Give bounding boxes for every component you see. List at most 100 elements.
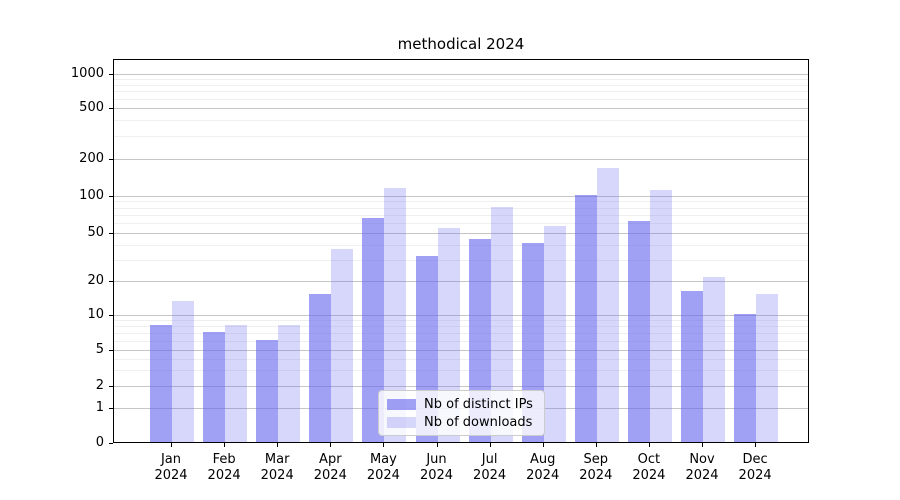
- bar-downloads-feb: [225, 324, 248, 442]
- y-axis-tick-mark: [109, 350, 113, 351]
- y-axis-tick-mark: [109, 407, 113, 409]
- bar-downloads-jun: [437, 228, 460, 442]
- x-tick-year: 2024: [419, 468, 454, 483]
- x-axis-tick-label: Jun 2024: [407, 452, 467, 484]
- x-axis-tick-mark: [489, 443, 491, 447]
- bar-downloads-may: [384, 188, 407, 442]
- major-gridline: [114, 314, 808, 316]
- x-tick-year: 2024: [685, 468, 719, 483]
- y-axis-tick-label: 1: [95, 399, 104, 415]
- x-tick-month: May: [369, 452, 397, 467]
- bar-distinct-ips-jan: [150, 324, 172, 442]
- x-tick-year: 2024: [207, 468, 241, 483]
- x-axis-tick-mark: [330, 443, 332, 447]
- y-axis-tick-label: 500: [79, 100, 104, 115]
- bar-downloads-dec: [756, 293, 779, 442]
- minor-gridline: [114, 244, 808, 246]
- x-axis-tick-mark: [383, 443, 385, 447]
- y-axis-tick-label: 10: [87, 306, 104, 322]
- bar-downloads-jul: [490, 206, 513, 442]
- minor-gridline: [114, 120, 808, 122]
- major-gridline: [114, 350, 808, 351]
- bar-downloads-jan: [172, 300, 194, 442]
- x-tick-month: Aug: [529, 452, 556, 467]
- x-axis-tick-mark: [436, 443, 438, 447]
- legend-swatch-distinct-ips: [387, 398, 416, 410]
- x-tick-month: Dec: [742, 452, 768, 467]
- x-axis-tick-label: Apr 2024: [300, 452, 360, 484]
- plot-area: [113, 59, 809, 443]
- legend-swatch-downloads: [387, 416, 416, 428]
- minor-gridline: [114, 201, 808, 203]
- x-axis-tick-label: Aug 2024: [513, 452, 573, 484]
- minor-gridline: [114, 340, 808, 342]
- y-axis-tick-mark: [109, 281, 113, 282]
- x-axis-tick-label: Jul 2024: [460, 452, 520, 484]
- y-axis-tick-mark: [109, 108, 113, 109]
- x-axis-tick-label: Oct 2024: [619, 452, 679, 484]
- bar-distinct-ips-oct: [627, 220, 650, 442]
- legend-item-downloads: Nb of downloads: [387, 414, 536, 430]
- bar-distinct-ips-dec: [734, 313, 757, 442]
- minor-gridline: [114, 319, 808, 321]
- bar-downloads-nov: [703, 277, 725, 442]
- y-axis-tick-mark: [109, 233, 113, 235]
- x-axis-tick-mark: [595, 443, 597, 447]
- minor-gridline: [114, 79, 808, 81]
- x-axis-tick-label: Nov 2024: [672, 452, 732, 484]
- legend-label-distinct-ips: Nb of distinct IPs: [424, 396, 533, 412]
- x-tick-year: 2024: [579, 468, 613, 483]
- y-axis-tick-label: 5: [95, 342, 104, 357]
- x-tick-year: 2024: [473, 468, 507, 483]
- x-axis-tick-label: May 2024: [353, 452, 413, 484]
- x-axis-tick-mark: [171, 443, 172, 447]
- bar-distinct-ips-apr: [309, 293, 332, 442]
- x-tick-year: 2024: [632, 468, 666, 483]
- x-axis-tick-mark: [755, 443, 757, 447]
- y-axis-tick-mark: [109, 443, 113, 444]
- minor-gridline: [114, 325, 808, 327]
- y-axis-tick-label: 100: [79, 187, 104, 203]
- x-tick-year: 2024: [366, 468, 400, 483]
- minor-gridline: [114, 215, 808, 217]
- major-gridline: [114, 195, 808, 197]
- y-axis-tick-mark: [109, 314, 113, 316]
- y-axis-tick-label: 20: [87, 273, 104, 288]
- x-tick-year: 2024: [313, 468, 347, 483]
- major-gridline: [114, 385, 808, 387]
- minor-gridline: [114, 358, 808, 360]
- chart-title: methodical 2024: [397, 35, 525, 53]
- y-axis-tick-label: 50: [87, 225, 104, 241]
- x-axis-tick-label: Dec 2024: [725, 452, 785, 484]
- legend-item-distinct-ips: Nb of distinct IPs: [387, 396, 536, 412]
- bar-distinct-ips-nov: [681, 290, 703, 442]
- bar-distinct-ips-sep: [574, 194, 597, 442]
- major-gridline: [114, 233, 808, 235]
- x-tick-year: 2024: [526, 468, 560, 483]
- bar-downloads-sep: [596, 168, 619, 442]
- x-axis-tick-label: Mar 2024: [247, 452, 307, 484]
- y-axis-tick-label: 200: [79, 151, 104, 166]
- major-gridline: [114, 159, 808, 160]
- bar-distinct-ips-may: [362, 218, 385, 442]
- x-tick-month: Nov: [689, 452, 715, 467]
- y-axis-tick-mark: [109, 385, 113, 387]
- major-gridline: [114, 281, 808, 282]
- x-axis-tick-mark: [224, 443, 226, 447]
- bar-downloads-oct: [649, 189, 672, 442]
- minor-gridline: [114, 99, 808, 101]
- x-tick-month: Feb: [212, 452, 236, 467]
- minor-gridline: [114, 259, 808, 261]
- bar-downloads-mar: [278, 324, 301, 442]
- x-tick-month: Sep: [583, 452, 609, 467]
- bar-downloads-apr: [331, 249, 354, 442]
- x-tick-month: Jun: [426, 452, 447, 467]
- major-gridline: [114, 108, 808, 109]
- bar-distinct-ips-mar: [256, 339, 279, 442]
- x-tick-month: Mar: [264, 452, 290, 467]
- x-tick-month: Apr: [319, 452, 342, 467]
- x-axis-tick-label: Feb 2024: [194, 452, 254, 484]
- y-axis-tick-mark: [109, 74, 113, 75]
- minor-gridline: [114, 369, 808, 371]
